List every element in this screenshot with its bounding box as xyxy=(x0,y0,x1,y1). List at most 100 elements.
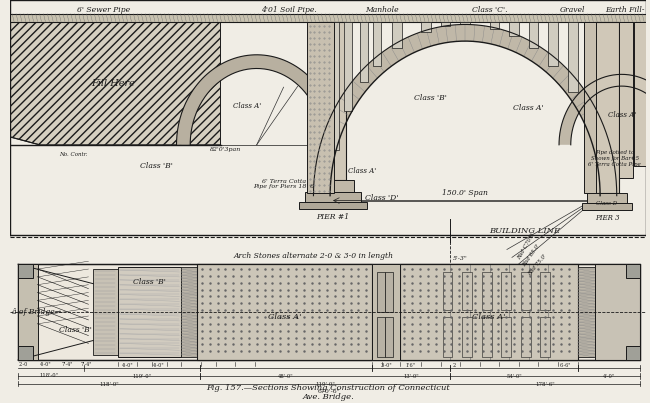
Text: 118'-0": 118'-0" xyxy=(40,373,58,378)
Bar xyxy=(443,317,452,357)
Text: Arch Stones alternate 2-0 & 3-0 in length: Arch Stones alternate 2-0 & 3-0 in lengt… xyxy=(233,252,393,260)
Bar xyxy=(501,317,511,357)
Bar xyxy=(385,272,393,312)
Text: 150.0' Span: 150.0' Span xyxy=(442,189,488,197)
Text: 6' Sewer Pipe: 6' Sewer Pipe xyxy=(77,6,130,14)
Bar xyxy=(462,317,472,357)
Bar xyxy=(372,264,400,360)
Bar xyxy=(18,346,32,360)
Bar xyxy=(540,272,550,310)
Text: Class 'B': Class 'B' xyxy=(415,94,447,102)
Text: Class 'B': Class 'B' xyxy=(140,162,174,170)
Bar xyxy=(320,21,346,180)
Bar xyxy=(18,264,38,360)
Bar xyxy=(360,21,369,82)
Text: Class 'B': Class 'B' xyxy=(58,326,92,334)
Text: 82'0'3pan: 82'0'3pan xyxy=(210,147,241,152)
Text: 6' Terra Cotta
Pipe for Piers 18' 6: 6' Terra Cotta Pipe for Piers 18' 6 xyxy=(254,179,315,189)
Bar xyxy=(595,264,640,360)
Bar xyxy=(548,21,558,66)
Text: Earth Fill-: Earth Fill- xyxy=(604,6,644,14)
Bar xyxy=(625,264,640,278)
Polygon shape xyxy=(177,55,337,145)
Bar xyxy=(10,14,646,21)
Text: 3'-0": 3'-0" xyxy=(381,364,393,368)
Text: 4'-0": 4'-0" xyxy=(122,364,133,368)
Bar xyxy=(18,264,32,278)
Bar xyxy=(313,180,354,192)
Text: Manhole: Manhole xyxy=(365,6,398,14)
Bar xyxy=(373,21,381,66)
Bar xyxy=(588,193,627,203)
Bar xyxy=(584,21,596,193)
Text: 6'-6": 6'-6" xyxy=(559,364,571,368)
Bar xyxy=(528,21,538,48)
Bar xyxy=(421,21,431,32)
Text: 5'-3": 5'-3" xyxy=(452,256,467,261)
Bar xyxy=(377,272,385,312)
Bar xyxy=(462,272,472,310)
Text: No. Contr.: No. Contr. xyxy=(59,152,88,157)
Bar xyxy=(377,317,385,357)
Text: Fig. 157.—Sections Showing Construction of Connecticut
Ave. Bridge.: Fig. 157.—Sections Showing Construction … xyxy=(206,384,450,401)
Bar xyxy=(619,21,633,178)
Text: 4'-0": 4'-0" xyxy=(40,362,51,368)
Text: Class A': Class A' xyxy=(268,313,302,321)
Bar xyxy=(482,317,491,357)
Text: 119'-0": 119'-0" xyxy=(132,374,151,379)
Text: Class A': Class A' xyxy=(472,313,505,321)
Text: Rad C70.0': Rad C70.0' xyxy=(517,231,536,260)
Bar xyxy=(197,264,372,360)
Bar xyxy=(540,317,550,357)
Text: 119'-0": 119'-0" xyxy=(315,382,335,386)
Bar xyxy=(568,21,578,92)
Text: 7'-4": 7'-4" xyxy=(61,362,73,368)
Text: Class A': Class A' xyxy=(608,112,636,119)
Bar xyxy=(181,267,197,357)
Text: BUILDING LINE: BUILDING LINE xyxy=(489,227,561,235)
Bar xyxy=(443,272,452,310)
Bar xyxy=(634,21,646,166)
Bar xyxy=(18,264,640,360)
Text: 118'-0": 118'-0" xyxy=(99,382,119,386)
Polygon shape xyxy=(313,25,617,196)
Text: PIER 3: PIER 3 xyxy=(595,214,619,222)
Text: 13'-0": 13'-0" xyxy=(404,374,419,379)
Bar xyxy=(482,272,491,310)
Bar xyxy=(625,346,640,360)
Bar xyxy=(489,21,499,29)
Text: 178'-6": 178'-6" xyxy=(536,382,555,386)
Text: Gravel: Gravel xyxy=(560,6,586,14)
Text: 4'-0": 4'-0" xyxy=(153,364,164,368)
Text: 54'-0": 54'-0" xyxy=(506,374,522,379)
Text: 1'6": 1'6" xyxy=(406,364,415,368)
Bar xyxy=(392,21,402,48)
Text: 670'-6": 670'-6" xyxy=(318,389,341,395)
Bar xyxy=(331,21,339,150)
Bar xyxy=(501,272,511,310)
Bar xyxy=(521,317,530,357)
Text: Class 'C'.: Class 'C'. xyxy=(472,6,507,14)
Text: 2'-0: 2'-0 xyxy=(18,362,27,368)
Bar xyxy=(400,264,578,360)
Polygon shape xyxy=(559,75,650,145)
Bar xyxy=(385,317,393,357)
Bar xyxy=(578,267,595,357)
Text: Fill Here: Fill Here xyxy=(91,79,135,88)
Text: Class D: Class D xyxy=(597,201,618,206)
Text: Class A': Class A' xyxy=(514,104,544,112)
Bar xyxy=(441,21,450,26)
Text: Rad 85.0': Rad 85.0' xyxy=(522,243,541,268)
Bar xyxy=(460,21,470,25)
Bar xyxy=(118,267,181,357)
Bar xyxy=(582,203,632,210)
Text: 7'-4": 7'-4" xyxy=(81,362,92,368)
Text: Class A': Class A' xyxy=(233,102,261,110)
Bar xyxy=(299,202,367,210)
Text: 4'-0": 4'-0" xyxy=(603,374,615,379)
Text: 2': 2' xyxy=(453,364,458,368)
Bar xyxy=(521,272,530,310)
Polygon shape xyxy=(10,21,220,145)
Text: Class 'B': Class 'B' xyxy=(133,278,166,286)
Bar xyxy=(10,0,646,235)
